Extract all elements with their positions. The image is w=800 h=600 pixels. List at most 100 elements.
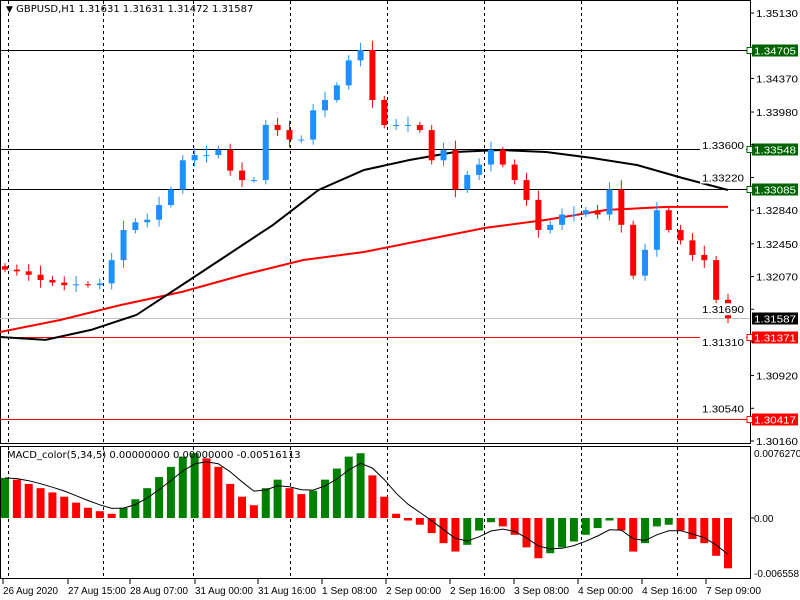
candle-body: [464, 174, 471, 190]
macd-panel-frame: [0, 446, 751, 579]
x-tick-label: 1 Sep 08:00: [322, 586, 377, 597]
macd-histogram-bar: [593, 518, 602, 529]
macd-histogram-bar: [486, 518, 495, 523]
bid-price-label: 1.31587: [754, 315, 796, 326]
macd-histogram-bar: [356, 453, 365, 518]
candle-body: [262, 124, 269, 181]
x-tick-label: 3 Sep 08:00: [514, 586, 569, 597]
candle-body: [120, 230, 127, 261]
macd-histogram-bar: [95, 511, 104, 518]
macd-histogram-bar: [249, 505, 258, 518]
x-tick-label: 2 Sep 16:00: [450, 586, 505, 597]
macd-histogram-bar: [12, 479, 21, 518]
level-price-label: 1.34705: [754, 47, 796, 58]
macd-histogram-bar: [605, 518, 614, 521]
candle-body: [84, 284, 91, 286]
candle-body: [369, 50, 376, 100]
macd-histogram-bar: [309, 490, 318, 518]
candle-body: [274, 124, 281, 131]
x-tick-label: 4 Sep 00:00: [578, 586, 633, 597]
candle-body: [215, 149, 222, 156]
candle-body: [322, 99, 329, 111]
macd-histogram-bar: [107, 513, 116, 518]
macd-histogram-bar: [392, 513, 401, 518]
macd-histogram-bar: [581, 518, 590, 535]
candle-body: [476, 164, 483, 175]
macd-y-tick-label: -0.006558: [754, 569, 799, 580]
macd-histogram-bar: [131, 499, 140, 518]
macd-histogram-bar: [617, 518, 626, 531]
macd-histogram-bar: [368, 475, 377, 518]
macd-histogram-bar: [522, 518, 531, 548]
candle-body: [61, 282, 68, 286]
macd-histogram-bar: [463, 518, 472, 545]
macd-histogram-bar: [546, 518, 555, 554]
x-tick-label: 31 Aug 16:00: [258, 586, 316, 597]
y-tick-label: 1.30540: [702, 404, 744, 415]
macd-histogram-bar: [48, 492, 57, 518]
candle-body: [440, 149, 447, 161]
macd-histogram-bar: [60, 496, 69, 518]
candle-body: [689, 240, 696, 255]
candle-body: [606, 189, 613, 215]
macd-histogram-bar: [403, 518, 412, 521]
macd-signal-line: [4, 461, 729, 555]
y-tick-label: 1.32840: [756, 206, 798, 217]
macd-histogram-bar: [534, 518, 543, 559]
candle-body: [499, 149, 506, 165]
y-tick-label: 1.31690: [702, 305, 744, 316]
candle-body: [250, 180, 257, 182]
macd-histogram-bar: [652, 518, 661, 527]
level-price-label: 1.33085: [754, 186, 796, 197]
candle-body: [286, 130, 293, 140]
triangle-down-icon[interactable]: ▼: [6, 5, 13, 15]
candle-body: [511, 164, 518, 181]
candle-body: [144, 219, 151, 223]
candle-body: [594, 210, 601, 215]
candle-body: [547, 224, 554, 231]
macd-y-tick-label: 0.0076270: [754, 449, 800, 460]
ohlc-values: 1.31631 1.31631 1.31472 1.31587: [78, 4, 254, 15]
macd-histogram-bar: [178, 456, 187, 518]
macd-histogram-bar: [190, 453, 199, 518]
candle-body: [156, 205, 163, 220]
candle-body: [96, 283, 103, 286]
macd-histogram-bar: [688, 518, 697, 539]
level-price-label: 1.33548: [754, 146, 796, 157]
macd-histogram-bar: [119, 507, 128, 518]
macd-label: MACD_color(5,34,5) 0.00000000 0.00000000…: [7, 450, 301, 461]
candle-body: [37, 274, 44, 280]
candle-body: [404, 124, 411, 126]
level-price-label: 1.30417: [754, 416, 796, 427]
y-tick-label: 1.33600: [702, 141, 744, 152]
x-tick-label: 28 Aug 07:00: [130, 586, 188, 597]
y-tick-label: 1.31310: [702, 338, 744, 349]
candle-body: [535, 199, 542, 231]
macd-histogram-bar: [285, 488, 294, 518]
candle-body: [393, 124, 400, 126]
level-price-badge: [752, 331, 798, 344]
macd-histogram-bar: [238, 496, 247, 518]
x-tick-label: 7 Sep 09:00: [706, 586, 761, 597]
macd-histogram-bar: [273, 479, 282, 518]
x-tick-label: 26 Aug 2020: [3, 586, 58, 597]
candle-body: [49, 279, 56, 283]
macd-histogram-bar: [202, 458, 211, 518]
candle-body: [452, 149, 459, 190]
candle-body: [381, 99, 388, 125]
macd-histogram-bar: [415, 518, 424, 525]
y-tick-label: 1.30920: [756, 372, 798, 383]
candle-body: [630, 224, 637, 276]
level-price-badge: [752, 143, 798, 156]
macd-histogram-bar: [261, 488, 270, 518]
candle-body: [665, 210, 672, 231]
y-tick-label: 1.30160: [756, 437, 798, 448]
macd-histogram-bar: [676, 518, 685, 531]
x-tick-label: 4 Sep 16:00: [642, 586, 697, 597]
macd-histogram-bar: [641, 518, 650, 544]
macd-histogram-bar: [344, 456, 353, 518]
y-tick-label-backing: [700, 303, 746, 316]
macd-histogram-bar: [332, 468, 341, 518]
candle-body: [642, 249, 649, 276]
